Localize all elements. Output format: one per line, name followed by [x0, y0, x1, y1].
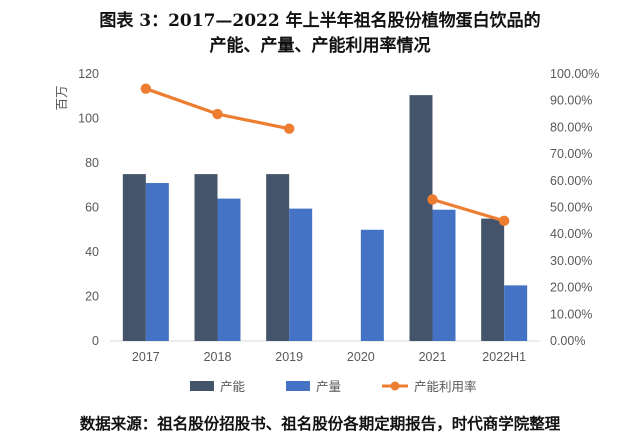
- y-tick-label: 80: [85, 156, 99, 170]
- y-tick-label: 60: [85, 201, 99, 215]
- x-tick-label: 2022H1: [482, 350, 526, 364]
- y2-tick-label: 20.00%: [550, 281, 592, 295]
- bar-产能-2019: [266, 174, 290, 341]
- legend-marker-产能利用率: [390, 381, 400, 391]
- y-tick-label: 40: [85, 245, 99, 259]
- line-segment-产能利用率: [215, 112, 291, 131]
- x-tick-label: 2018: [204, 350, 232, 364]
- bar-产量-2020: [360, 229, 384, 341]
- legend-swatch-产能: [190, 381, 214, 391]
- y-tick-label: 0: [92, 334, 99, 348]
- chart-title-line2: 产能、产量、产能利用率情况: [209, 36, 431, 56]
- y-axis-label: 百万: [54, 85, 69, 110]
- bar-产量-2022H1: [504, 285, 528, 341]
- y2-tick-label: 70.00%: [550, 147, 592, 161]
- y-tick-label: 20: [85, 290, 99, 304]
- bar-产能-2018: [194, 174, 218, 341]
- data-source-note: 数据来源：祖名股份招股书、祖名股份各期定期报告，时代商学院整理: [79, 414, 561, 433]
- point-产能利用率-2021: [427, 194, 438, 205]
- bar-产能-2022H1: [481, 218, 505, 341]
- x-tick-label: 2021: [419, 350, 447, 364]
- y2-tick-label: 50.00%: [550, 201, 592, 215]
- x-tick-label: 2017: [132, 350, 160, 364]
- point-产能利用率-2022H1: [498, 215, 510, 227]
- point-产能利用率-2018: [212, 108, 223, 120]
- y2-tick-label: 100.00%: [550, 67, 599, 81]
- y2-tick-label: 0.00%: [550, 334, 585, 348]
- chart-area: 0 20 40 60 80 100 120 0.00% 10.00% 20.00% 30.00% 40…: [54, 67, 599, 394]
- y-tick-label: 100: [78, 112, 99, 126]
- chart-title-line1: 图表 3：2017—2022 年上半年祖名股份植物蛋白饮品的: [99, 11, 541, 31]
- point-产能利用率-2017: [140, 83, 152, 94]
- x-tick-label: 2020: [347, 350, 375, 364]
- y2-tick-label: 80.00%: [550, 120, 592, 134]
- y-tick-label: 120: [78, 67, 99, 81]
- bar-产能-2017: [122, 174, 146, 341]
- legend-label-产能: 产能: [220, 379, 246, 394]
- legend-swatch-产量: [286, 381, 310, 391]
- line-segment-产能利用率: [430, 197, 506, 223]
- legend-label-产量: 产量: [316, 379, 341, 394]
- y2-tick-label: 60.00%: [550, 174, 592, 188]
- x-tick-label: 2019: [275, 350, 303, 364]
- y2-tick-label: 40.00%: [550, 227, 592, 241]
- y2-tick-label: 90.00%: [550, 94, 592, 108]
- y2-tick-label: 10.00%: [550, 307, 592, 321]
- line-segment-产能利用率: [144, 87, 220, 116]
- bar-产量-2021: [432, 209, 456, 341]
- bar-产量-2017: [145, 183, 169, 341]
- bar-产量-2018: [217, 198, 241, 341]
- point-产能利用率-2019: [283, 123, 295, 134]
- bar-产量-2019: [289, 208, 313, 341]
- bar-产能-2021: [409, 95, 433, 341]
- y2-tick-label: 30.00%: [550, 254, 592, 268]
- legend-label-产能利用率: 产能利用率: [414, 379, 477, 394]
